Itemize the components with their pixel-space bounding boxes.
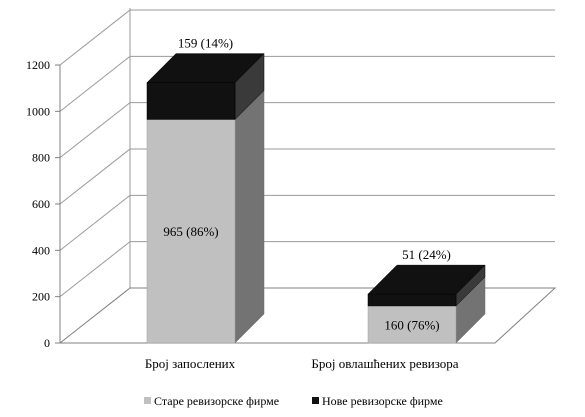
legend-label-new-firms: Нове ревизорске фирме xyxy=(322,394,443,408)
bar-top-face xyxy=(367,264,486,295)
data-labels: 965 (86%) 159 (14%) 160 (76%) 51 (24%) xyxy=(163,36,451,333)
y-tick-label: 600 xyxy=(32,197,50,211)
bar-segment xyxy=(146,119,236,344)
y-tick-label: 1200 xyxy=(26,58,50,72)
bar-side-face xyxy=(234,89,265,344)
legend-swatch-old-firms xyxy=(144,397,151,404)
bar-segment xyxy=(367,305,457,344)
y-tick-label: 1000 xyxy=(26,104,50,118)
y-tick-label: 200 xyxy=(32,290,50,304)
y-tick-label: 800 xyxy=(32,151,50,165)
y-axis-ticks: 0 200 400 600 800 1000 1200 xyxy=(26,58,60,350)
bars xyxy=(146,53,486,344)
data-label: 159 (14%) xyxy=(178,36,233,51)
bar-top-face xyxy=(146,53,265,83)
y-tick-label: 0 xyxy=(44,336,50,350)
legend-label-old-firms: Старе ревизорске фирме xyxy=(154,394,279,408)
bar-segment xyxy=(146,82,236,120)
data-label: 965 (86%) xyxy=(163,224,218,239)
legend-swatch-new-firms xyxy=(312,397,319,404)
data-label: 160 (76%) xyxy=(384,317,439,332)
y-tick-label: 400 xyxy=(32,243,50,257)
data-label: 51 (24%) xyxy=(402,247,451,262)
category-label: Број запослених xyxy=(145,356,236,371)
bar-segment xyxy=(367,293,457,307)
legend: Старе ревизорске фирме Нове ревизорске ф… xyxy=(144,394,443,408)
gridlines xyxy=(59,9,555,298)
category-label: Број овлашћених ревизора xyxy=(311,356,458,371)
category-labels: Број запослених Број овлашћених ревизора xyxy=(145,356,459,371)
